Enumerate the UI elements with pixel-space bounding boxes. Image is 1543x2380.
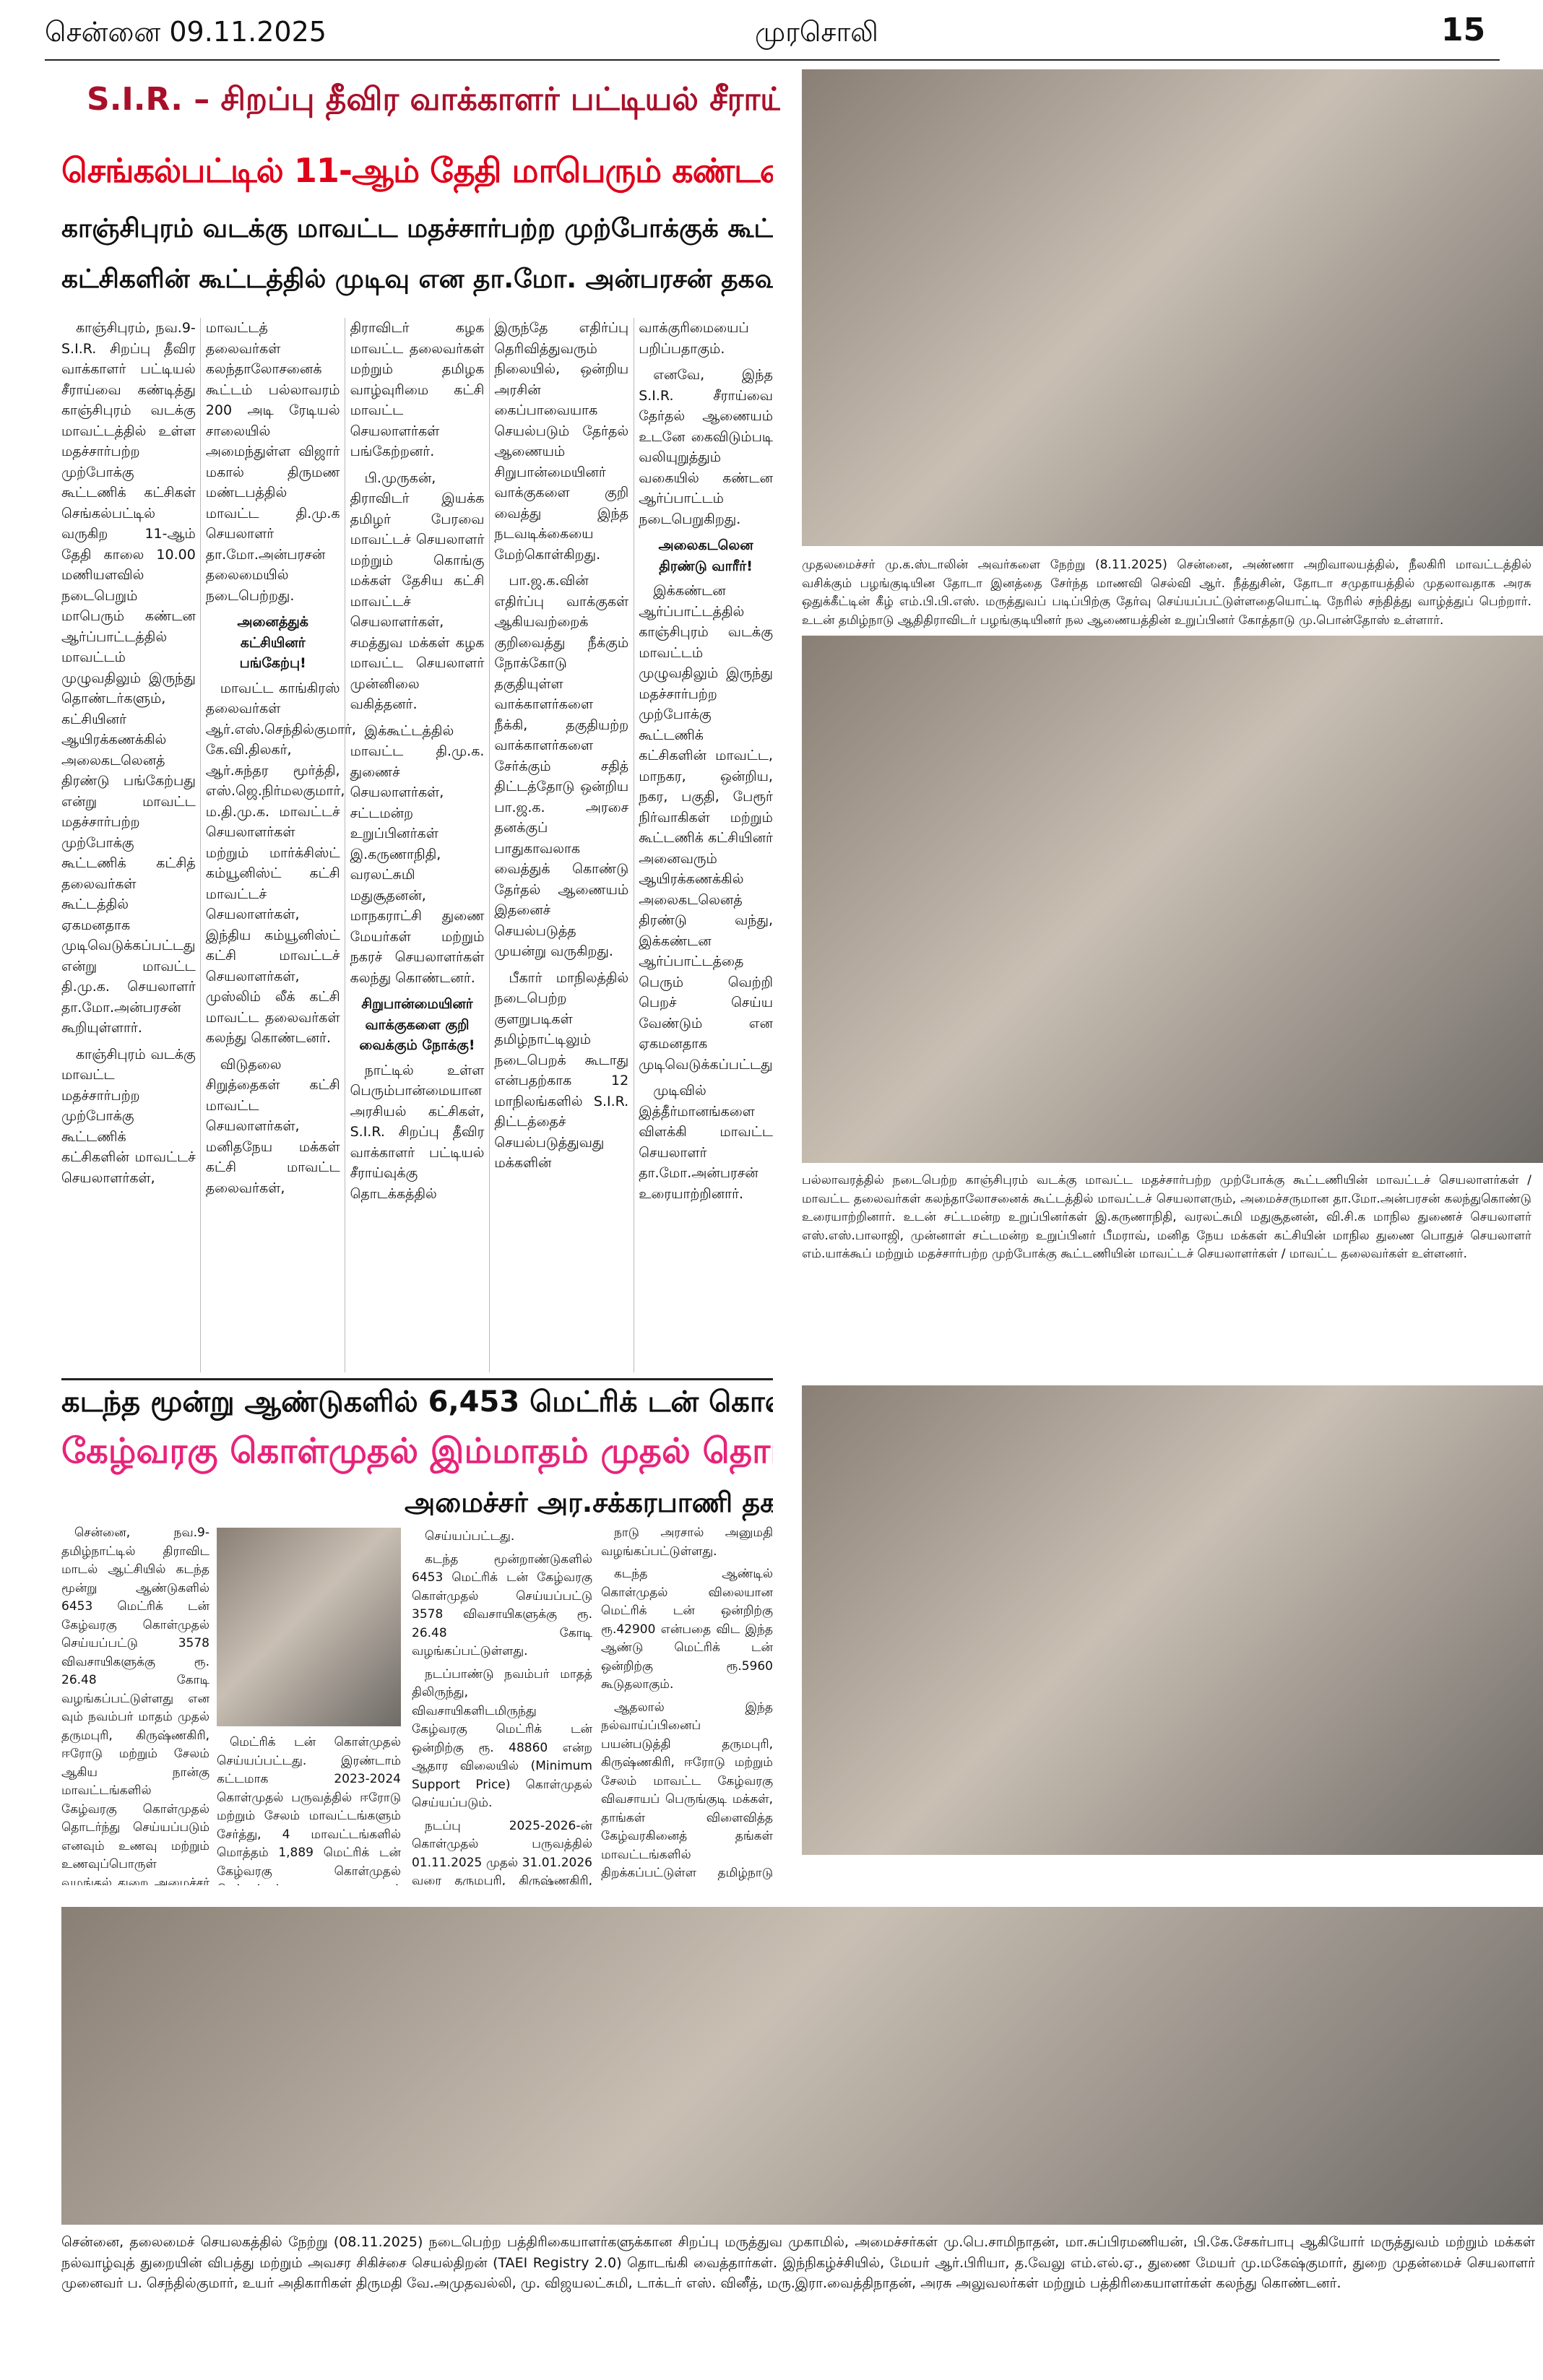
date-line: சென்னை 09.11.2025 (45, 16, 327, 48)
story-subhead: காஞ்சிபுரம் வடக்கு மாவட்ட மதச்சார்பற்ற ம… (61, 214, 773, 243)
paragraph: நாடு அரசால் அனுமதி வழங்கப்பட்டுள்ளது. (601, 1526, 773, 1559)
paragraph: இக்கூட்டத்தில் மாவட்ட தி.மு.க. துணைச் செ… (350, 722, 485, 986)
photo (61, 1907, 1543, 2225)
story-column: நாடு அரசால் அனுமதி வழங்கப்பட்டுள்ளது. கடந… (601, 1524, 773, 1885)
paragraph: ஆதலால் இந்த நல்வாய்ப்பினைப் பயன்படுத்தி … (601, 1700, 773, 1886)
paragraph: காஞ்சிபுரம், நவ.9- S.I.R. சிறப்பு தீவிர … (61, 320, 196, 1036)
story-column: சென்னை, நவ.9- தமிழ்நாட்டில் திராவிட மாடல… (61, 1524, 209, 1885)
paragraph: எனவே, இந்த S.I.R. சீராய்வை தேர்தல் ஆணையம… (639, 367, 773, 527)
photo-caption: முதலமைச்சர் மு.க.ஸ்டாலின் அவர்களை நேற்று… (802, 558, 1531, 628)
paragraph: நடப்பாண்டு நவம்பர் மாதத் திலிருந்து, விவ… (412, 1666, 592, 1811)
story-subhead: கட்சிகளின் கூட்டத்தில் முடிவு என தா.மோ. … (61, 264, 773, 294)
story-headline: செங்கல்பட்டில் 11-ஆம் தேதி மாபெரும் கண்ட… (61, 136, 773, 205)
paragraph: கடந்த ஆண்டில் கொள்முதல் விலையான மெட்ரிக்… (601, 1567, 773, 1692)
paragraph: பீகார் மாநிலத்தில் நடைபெற்ற குளறுபடிகள் … (494, 320, 749, 1171)
photo (802, 1385, 1543, 1855)
photo (802, 69, 1543, 546)
photo-caption: பல்லாவரத்தில் நடைபெற்ற காஞ்சிபுரம் வடக்க… (802, 1173, 1531, 1261)
photo-caption: சென்னை, தலைமைச் செயலகத்தில் நேற்று (08.1… (61, 2234, 1535, 2291)
section-heading: அனைத்துக் கட்சியினர் பங்கேற்பு! (237, 614, 308, 671)
story-body: காஞ்சிபுரம், நவ.9- S.I.R. சிறப்பு தீவிர … (61, 318, 773, 1372)
story-kicker: S.I.R. – சிறப்பு தீவிர வாக்காளர் பட்டியல… (87, 81, 780, 118)
story-rule (61, 1378, 773, 1380)
paragraph: நடப்பு 2025-2026-ன் கொள்முதல் பருவத்தில்… (412, 1818, 592, 1886)
paragraph: மெட்ரிக் டன் கொள்முதல் செய்யப்பட்டது. இர… (217, 1735, 401, 1885)
story-kicker: கடந்த மூன்று ஆண்டுகளில் 6,453 மெட்ரிக் ட… (61, 1385, 773, 1419)
paragraph: காஞ்சிபுரம் வடக்கு மாவட்ட மதச்சார்பற்ற ம… (61, 320, 340, 1186)
section-heading: அலைகடலென திரண்டு வாரீர்! (658, 537, 753, 574)
story-column: மெட்ரிக் டன் கொள்முதல் செய்யப்பட்டது. இர… (217, 1734, 401, 1885)
photo (802, 636, 1543, 1163)
page-number: 15 (1441, 12, 1486, 48)
paragraph: சென்னை, நவ.9- தமிழ்நாட்டில் திராவிட மாடல… (61, 1526, 209, 1885)
paragraph: செய்யப்பட்டது. (425, 1529, 515, 1544)
masthead: முரசொலி (755, 16, 878, 48)
paragraph: விடுதலை சிறுத்தைகள் கட்சி மாவட்ட செயலாளர… (205, 320, 485, 1196)
paragraph: மாவட்ட காங்கிரஸ் தலைவர்கள் ஆர்.எஸ்.செந்த… (205, 680, 356, 1047)
story-column: செய்யப்பட்டது. கடந்த மூன்றாண்டுகளில் 6453… (412, 1528, 592, 1885)
paragraph: முடிவில் இத்தீர்மானங்களை விளக்கி மாவட்ட … (639, 1083, 773, 1202)
photo (217, 1528, 401, 1726)
paragraph: கடந்த மூன்றாண்டுகளில் 6453 மெட்ரிக் டன் … (412, 1552, 592, 1659)
paragraph: பி.முருகன், திராவிடர் இயக்க தமிழர் பேரவை… (350, 469, 485, 713)
header-rule (45, 59, 1500, 61)
story-headline: கேழ்வரகு கொள்முதல் இம்மாதம் முதல் தொடர்ந… (61, 1431, 773, 1471)
section-heading: சிறுபான்மையினர் வாக்குகளை குறி வைக்கும் … (359, 996, 475, 1053)
paragraph: பா.ஜ.க.வின் எதிர்ப்பு வாக்குகள் ஆகியவற்ற… (494, 573, 629, 959)
paragraph: நாட்டில் உள்ள பெரும்பான்மையான அரசியல் கட… (350, 320, 629, 1202)
paragraph: இக்கண்டன ஆர்ப்பாட்டத்தில் காஞ்சிபுரம் வட… (639, 583, 773, 1073)
story-subhead: அமைச்சர் அர.சக்கரபாணி தகவல்! (405, 1487, 773, 1518)
